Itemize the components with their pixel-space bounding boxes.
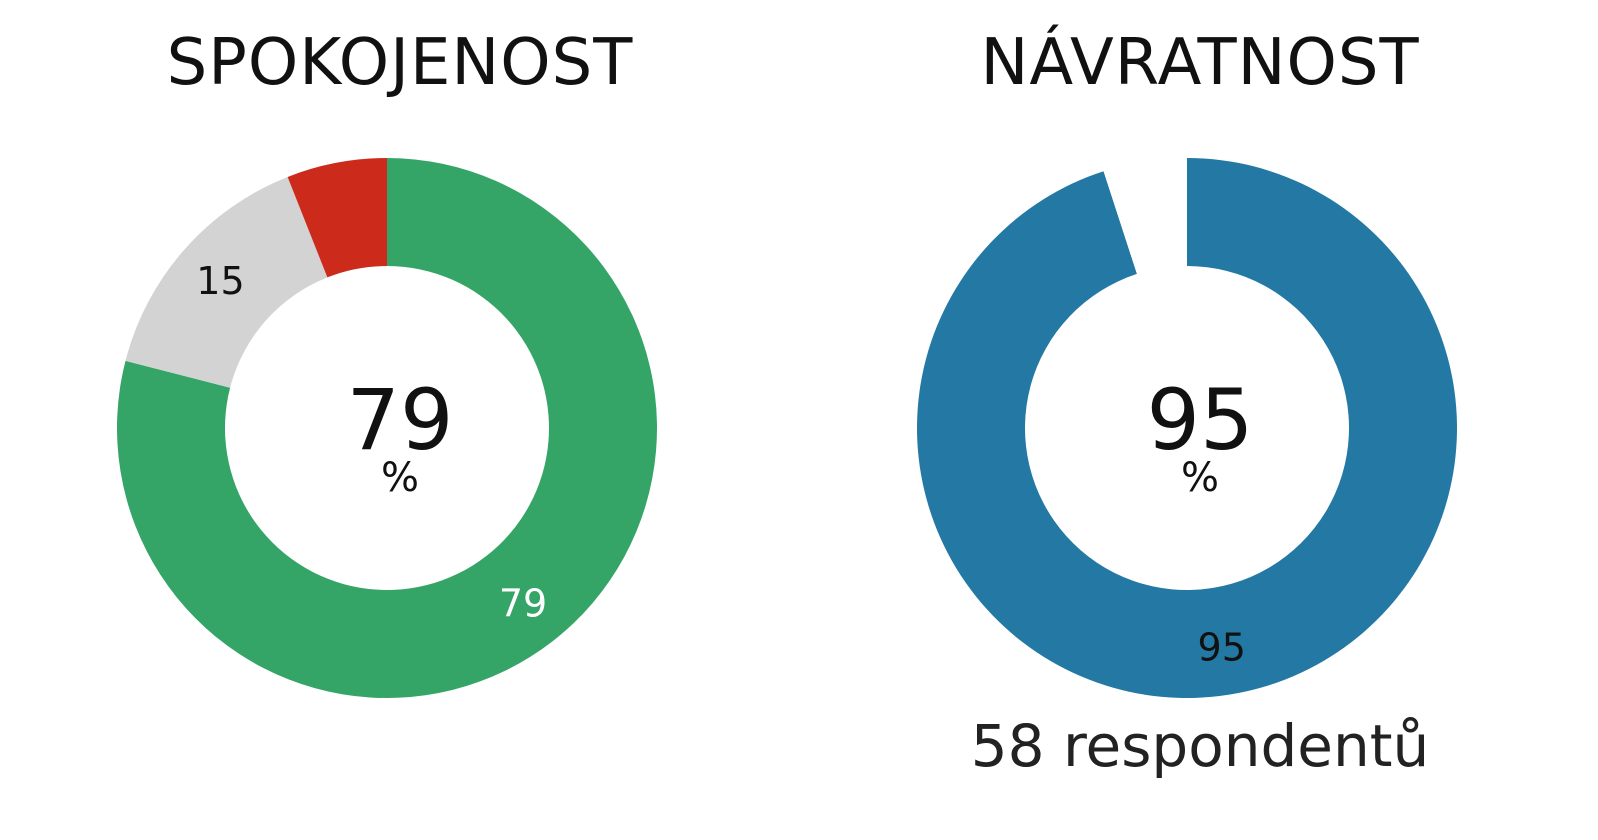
navratnost-panel: NÁVRATNOST 95 95 % 58 respondentů — [800, 0, 1598, 840]
respondents-count: 58 respondentů — [970, 712, 1430, 780]
slice-data-label: 95 — [1198, 625, 1246, 669]
donut-slice-95 — [916, 158, 1457, 699]
chart-title: NÁVRATNOST — [980, 26, 1420, 100]
center-value: 79 — [346, 371, 454, 469]
center-unit: % — [380, 455, 419, 501]
spokojenost-panel: SPOKOJENOST 79 15 79 % — [116, 26, 657, 698]
donut-slice-unlabeled-2 — [287, 158, 387, 278]
slice-data-label: 15 — [196, 259, 244, 303]
spokojenost-donut: 79 15 — [116, 158, 657, 698]
donut-slice-15 — [125, 176, 328, 388]
donut-slice-unlabeled-1 — [1103, 158, 1187, 274]
center-value: 95 — [1146, 371, 1254, 469]
donut-slice-79 — [116, 158, 657, 698]
navratnost-donut: 95 — [916, 158, 1457, 699]
chart-title: SPOKOJENOST — [166, 26, 634, 100]
center-unit: % — [1180, 455, 1219, 501]
slice-data-label: 79 — [499, 581, 547, 625]
